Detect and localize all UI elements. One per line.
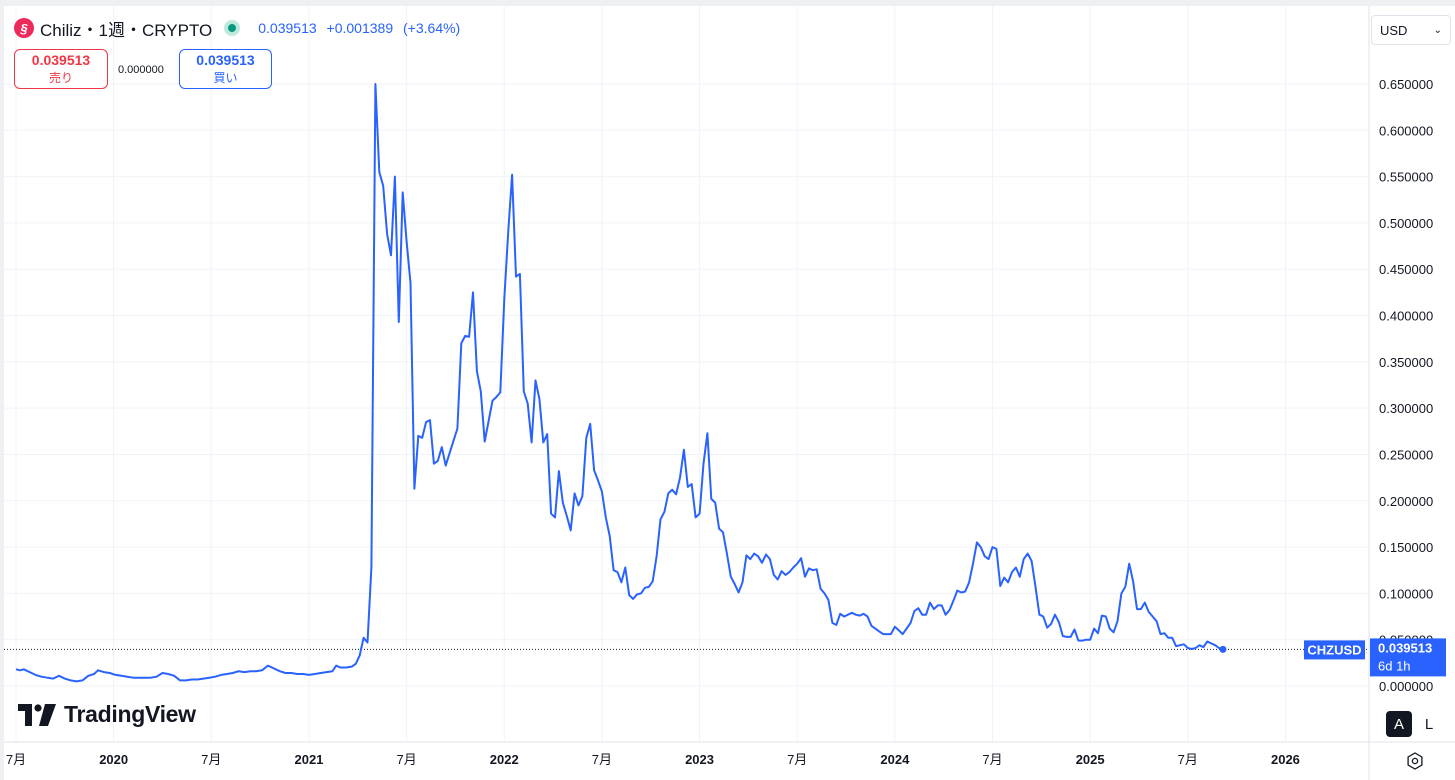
- y-tick-label: 0.200000: [1379, 494, 1433, 509]
- price-tag-value-text: 0.039513: [1378, 640, 1432, 655]
- x-tick-label: 7月: [787, 752, 807, 767]
- last-price-dot: [1219, 645, 1227, 653]
- x-tick-label: 2023: [685, 752, 714, 767]
- tradingview-mark-icon: [18, 703, 56, 726]
- symbol-title[interactable]: Chiliz・1週・CRYPTO: [40, 20, 213, 40]
- x-tick-label: 7月: [592, 752, 612, 767]
- y-tick-label: 0.100000: [1379, 586, 1433, 601]
- top-border: [0, 0, 1455, 6]
- y-tick-label: 0.550000: [1379, 170, 1433, 185]
- spread-value: 0.000000: [118, 64, 164, 76]
- grid-lines: [4, 6, 1369, 742]
- market-status-icon[interactable]: [224, 20, 241, 36]
- log-scale-button[interactable]: L: [1424, 715, 1434, 733]
- buy-price: 0.039513: [196, 52, 255, 68]
- y-tick-label: 0.450000: [1379, 262, 1433, 277]
- gear-icon: [1407, 752, 1423, 770]
- current-price: 0.039513: [258, 20, 317, 36]
- x-tick-label: 7月: [982, 752, 1002, 767]
- chiliz-logo-icon: §: [14, 18, 34, 38]
- price-tag-symbol: CHZUSD: [1304, 640, 1365, 660]
- price-axis[interactable]: 0.650000 0.600000 0.550000 0.500000 0.450000…: [1379, 77, 1433, 694]
- series-line-chzusd: [15, 83, 1224, 683]
- x-tick-label: 2024: [880, 752, 910, 767]
- buy-button[interactable]: 0.039513 買い: [179, 49, 272, 89]
- x-tick-label: 2025: [1076, 752, 1105, 767]
- y-tick-label: 0.500000: [1379, 216, 1433, 231]
- y-tick-label: 0.250000: [1379, 447, 1433, 462]
- x-tick-label: 7月: [396, 752, 416, 767]
- price-change: +0.001389: [326, 20, 394, 36]
- sell-button[interactable]: 0.039513 売り: [14, 49, 108, 89]
- y-tick-label: 0.650000: [1379, 77, 1433, 92]
- x-tick-label: 7月: [6, 752, 26, 767]
- tradingview-wordmark: TradingView: [64, 701, 196, 727]
- sell-price: 0.039513: [31, 52, 91, 68]
- quote-line: 0.039513 +0.001389 (+3.64%): [258, 20, 466, 36]
- tradingview-logo[interactable]: TradingView: [18, 701, 196, 728]
- y-tick-label: 0.150000: [1379, 540, 1433, 555]
- time-axis[interactable]: 7月 2020 7月 2021 7月 2022 7月 2023 7月 2024 7月 2025 7月 20…: [6, 752, 1300, 767]
- auto-scale-button[interactable]: A: [1386, 711, 1412, 737]
- x-tick-label: 7月: [1178, 752, 1198, 767]
- x-tick-label: 2020: [99, 752, 128, 767]
- y-tick-label: 0.600000: [1379, 123, 1433, 138]
- x-tick-label: 2026: [1271, 752, 1300, 767]
- y-tick-label: 0.350000: [1379, 355, 1433, 370]
- y-tick-label: 0.400000: [1379, 309, 1433, 324]
- settings-icon[interactable]: [1402, 748, 1428, 774]
- chevron-down-icon: ⌄: [1433, 24, 1442, 36]
- x-tick-label: 7月: [201, 752, 221, 767]
- x-tick-label: 2021: [294, 752, 323, 767]
- buy-label: 買い: [213, 71, 238, 85]
- chart-header: § Chiliz・1週・CRYPTO 0.039513 +0.001389 (+…: [14, 16, 466, 40]
- sell-label: 売り: [48, 71, 73, 85]
- y-tick-label: 0.000000: [1379, 679, 1433, 694]
- left-border: [0, 0, 4, 780]
- price-tag-symbol-text: CHZUSD: [1307, 642, 1361, 657]
- x-tick-label: 2022: [490, 752, 519, 767]
- price-tag-value: 0.039513 6d 1h: [1370, 638, 1446, 677]
- currency-value: USD: [1380, 22, 1408, 38]
- y-tick-label: 0.300000: [1379, 401, 1433, 416]
- price-change-percent: (+3.64%): [403, 20, 461, 36]
- price-tag-countdown: 6d 1h: [1378, 658, 1411, 673]
- currency-select[interactable]: USD ⌄: [1371, 15, 1451, 45]
